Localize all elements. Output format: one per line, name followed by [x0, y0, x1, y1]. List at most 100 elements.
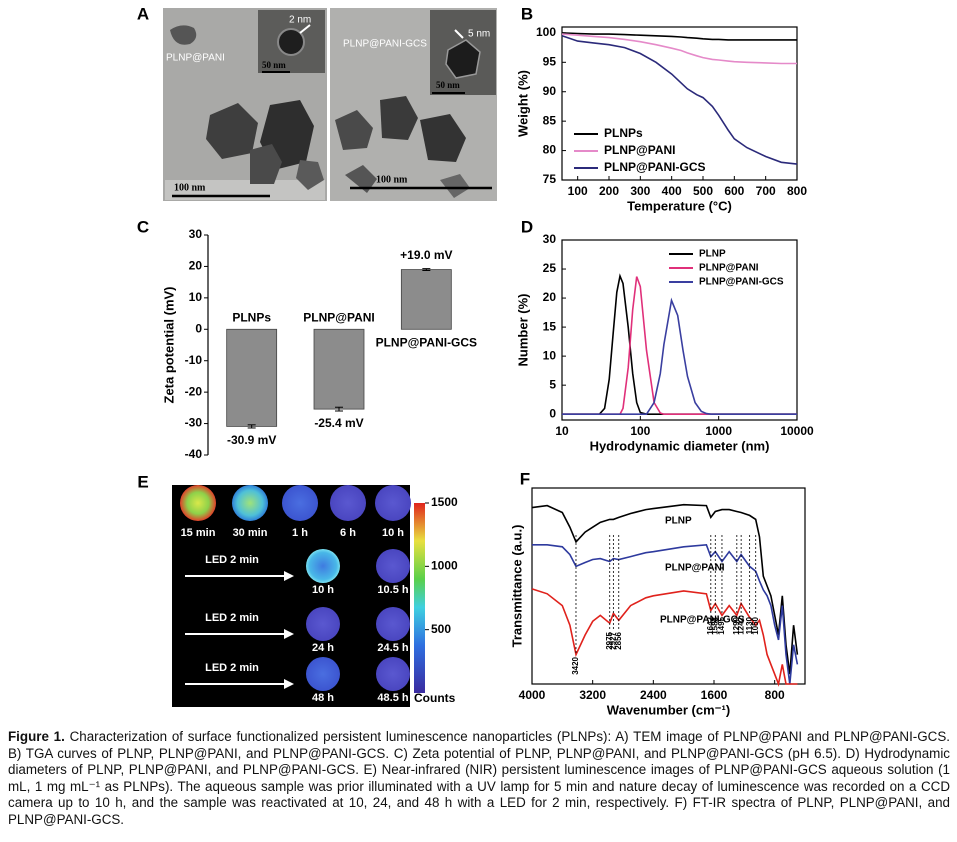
luminescence-well — [376, 549, 410, 583]
bar — [226, 328, 278, 427]
peak-label: 1050 — [751, 616, 760, 634]
caption-text: Characterization of surface functionaliz… — [8, 729, 950, 827]
x-tick-label: 700 — [756, 184, 776, 198]
peak-label: 2927 — [608, 631, 617, 649]
luminescence-well — [306, 549, 340, 583]
arrow-head — [284, 629, 294, 639]
y-tick-label: -20 — [185, 384, 203, 398]
scale-label: 100 nm — [376, 174, 408, 185]
time-label: 15 min — [181, 527, 216, 539]
series-line — [561, 33, 797, 65]
series-line — [561, 35, 798, 165]
y-axis-label: Transmittance (a.u.) — [509, 525, 524, 648]
luminescence-well — [376, 607, 410, 641]
nir-panel: 15 min 30 min 1 h 6 h 10 h 10 h 10.5 h LED 2 mi… — [180, 485, 458, 705]
panel-letter: F — [520, 469, 530, 488]
colorbar-tick-label: 500 — [431, 622, 451, 636]
time-label: 10 h — [312, 584, 334, 596]
category-label: PLNPs — [232, 310, 271, 324]
luminescence-well — [376, 657, 410, 691]
y-tick-label: 20 — [543, 290, 557, 304]
colorbar-tick-label: 1000 — [431, 559, 458, 573]
arrow-head — [284, 571, 294, 581]
panel-letter: A — [137, 4, 149, 23]
series-label: PLNP@PANI — [665, 563, 725, 574]
peak-label: 1242 — [736, 616, 745, 634]
y-tick-label: 90 — [543, 84, 557, 98]
y-tick-label: 75 — [543, 172, 557, 186]
x-tick-label: 600 — [724, 184, 744, 198]
series-line — [562, 273, 797, 415]
y-tick-label: 80 — [543, 143, 557, 157]
bar — [400, 269, 452, 330]
legend-label: PLNP@PANI-GCS — [699, 277, 784, 288]
luminescence-well — [180, 485, 216, 521]
led-label: LED 2 min — [205, 612, 259, 624]
value-label: -25.4 mV — [314, 416, 363, 430]
tem-image — [330, 8, 497, 201]
time-label: 10 h — [382, 527, 404, 539]
x-tick-label: 10 — [555, 424, 569, 438]
tem-image — [163, 8, 327, 201]
panel-letter: C — [137, 217, 149, 236]
time-label: 24.5 h — [377, 642, 408, 654]
nir-image — [172, 485, 410, 707]
peak-label: 1495 — [717, 616, 726, 634]
x-tick-label: 2400 — [640, 688, 667, 702]
peak-label: 1642 — [706, 616, 715, 634]
category-label: PLNP@PANI — [303, 310, 374, 324]
image-label: PLNP@PANI — [166, 53, 225, 64]
caption: Figure 1. Characterization of surface fu… — [8, 729, 950, 829]
caption-label: Figure 1. — [8, 729, 65, 744]
y-tick-label: 30 — [189, 227, 203, 241]
legend-label: PLNP@PANI — [604, 143, 675, 157]
series-label: PLNP@PANI-GCS — [660, 615, 745, 626]
peak-label: 2856 — [614, 631, 623, 649]
x-tick-label: 200 — [599, 184, 619, 198]
y-tick-label: 85 — [543, 113, 557, 127]
panel-letter: D — [521, 217, 533, 236]
arrow-head — [284, 679, 294, 689]
panel-letter: E — [137, 472, 148, 491]
colorbar-tick-label: 1500 — [431, 495, 458, 509]
luminescence-well — [232, 485, 268, 521]
y-tick-label: 25 — [543, 261, 557, 275]
scale-label: 100 nm — [174, 182, 206, 193]
luminescence-well — [330, 485, 366, 521]
legend-label: PLNP — [699, 249, 726, 260]
x-tick-label: 3200 — [579, 688, 606, 702]
y-tick-label: -40 — [185, 447, 203, 461]
legend-label: PLNPs — [604, 126, 643, 140]
time-label: 6 h — [340, 527, 356, 539]
image-label: PLNP@PANI-GCS — [343, 39, 427, 50]
x-tick-label: 1600 — [701, 688, 728, 702]
series-line — [531, 503, 799, 675]
time-label: 48 h — [312, 692, 334, 704]
x-tick-label: 100 — [568, 184, 588, 198]
legend-label: PLNP@PANI-GCS — [604, 160, 705, 174]
category-label: PLNP@PANI-GCS — [376, 335, 477, 349]
peak-label: 1299 — [732, 616, 741, 634]
x-axis-label: Temperature (°C) — [627, 198, 732, 213]
figure: A B C D E F PLNP@PANI 2 nm 50 nm 100 nm … — [137, 4, 814, 717]
inset-label: 5 nm — [468, 29, 490, 40]
y-tick-label: -30 — [185, 416, 203, 430]
x-tick-label: 800 — [765, 688, 785, 702]
series-line — [562, 276, 797, 415]
peak-label: 1583 — [710, 616, 719, 634]
x-axis-label: Hydrodynamic diameter (nm) — [590, 438, 770, 453]
peak-label: 1130 — [745, 616, 754, 634]
luminescence-well — [306, 657, 340, 691]
time-label: 10.5 h — [377, 584, 408, 596]
plot-frame — [561, 239, 798, 421]
time-label: 48.5 h — [377, 692, 408, 704]
x-tick-label: 300 — [630, 184, 650, 198]
x-tick-label: 100 — [630, 424, 650, 438]
series-line — [562, 297, 797, 415]
bar — [313, 328, 365, 410]
peak-label: 3420 — [571, 656, 580, 674]
plot-frame — [531, 487, 806, 685]
luminescence-well — [306, 607, 340, 641]
